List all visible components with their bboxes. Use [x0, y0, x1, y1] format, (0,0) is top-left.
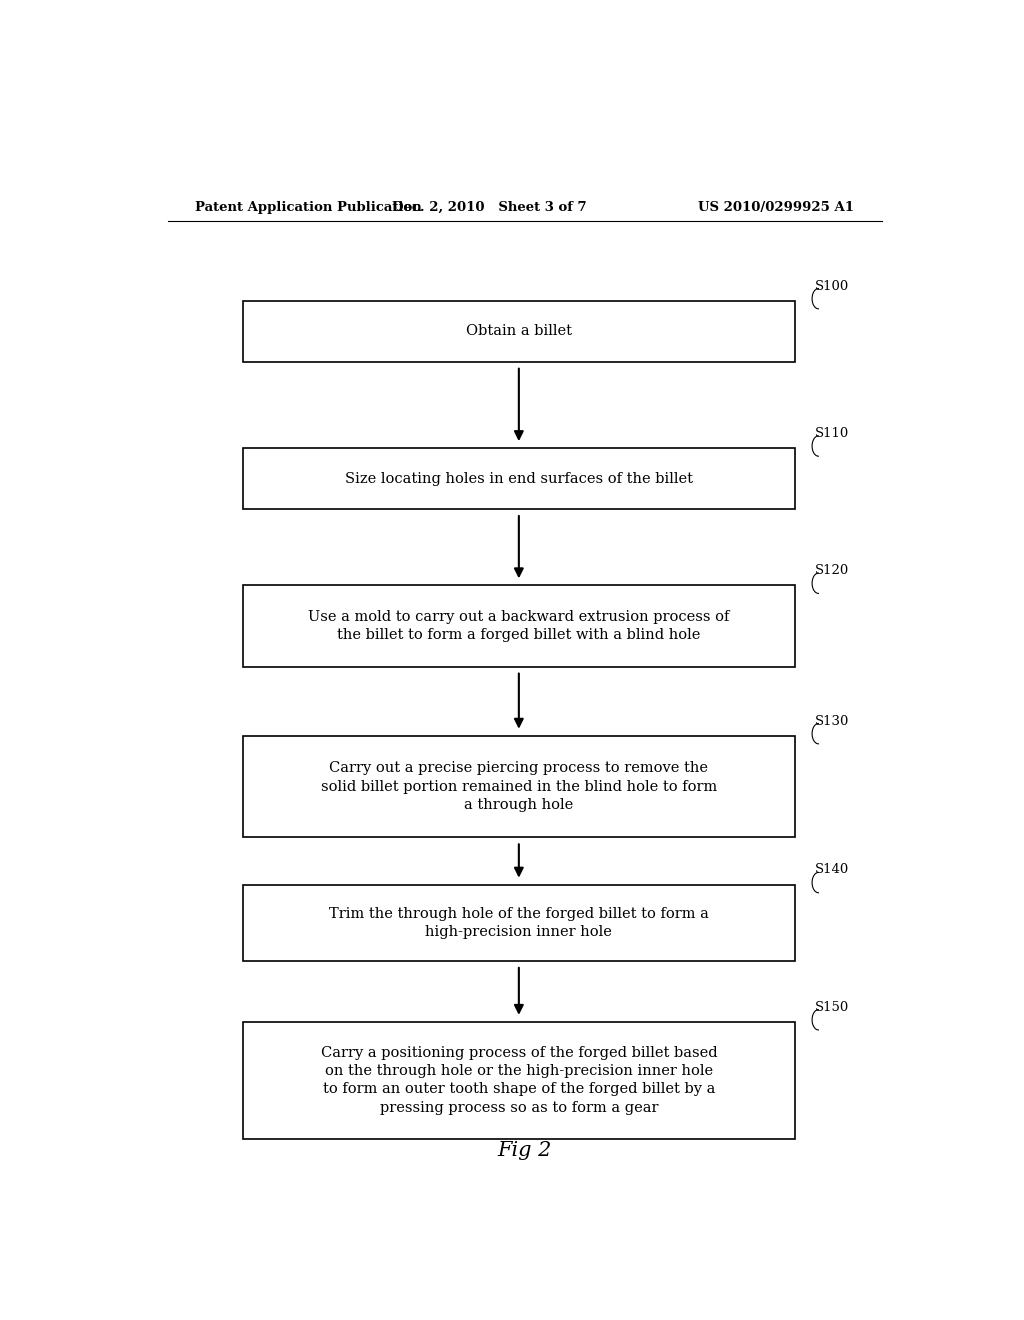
Text: S130: S130 [814, 714, 849, 727]
Text: S140: S140 [814, 863, 849, 876]
Bar [243, 447, 795, 510]
Text: Patent Application Publication: Patent Application Publication [196, 201, 422, 214]
Text: S100: S100 [814, 280, 849, 293]
Text: Trim the through hole of the forged billet to form a
high-precision inner hole: Trim the through hole of the forged bill… [329, 907, 709, 939]
Text: Dec. 2, 2010   Sheet 3 of 7: Dec. 2, 2010 Sheet 3 of 7 [392, 201, 587, 214]
Text: Carry a positioning process of the forged billet based
on the through hole or th: Carry a positioning process of the forge… [321, 1045, 717, 1115]
Text: S110: S110 [814, 426, 849, 440]
Text: Use a mold to carry out a backward extrusion process of
the billet to form a for: Use a mold to carry out a backward extru… [308, 610, 729, 642]
Bar [243, 301, 795, 362]
Bar [243, 1022, 795, 1139]
Text: Carry out a precise piercing process to remove the
solid billet portion remained: Carry out a precise piercing process to … [321, 762, 717, 812]
Text: US 2010/0299925 A1: US 2010/0299925 A1 [698, 201, 854, 214]
Text: S150: S150 [814, 1001, 849, 1014]
Text: Size locating holes in end surfaces of the billet: Size locating holes in end surfaces of t… [345, 471, 693, 486]
Bar [243, 735, 795, 837]
Text: Obtain a billet: Obtain a billet [466, 325, 571, 338]
Text: S120: S120 [814, 564, 849, 577]
Text: Fig 2: Fig 2 [498, 1140, 552, 1160]
Bar [243, 884, 795, 961]
Bar [243, 585, 795, 667]
